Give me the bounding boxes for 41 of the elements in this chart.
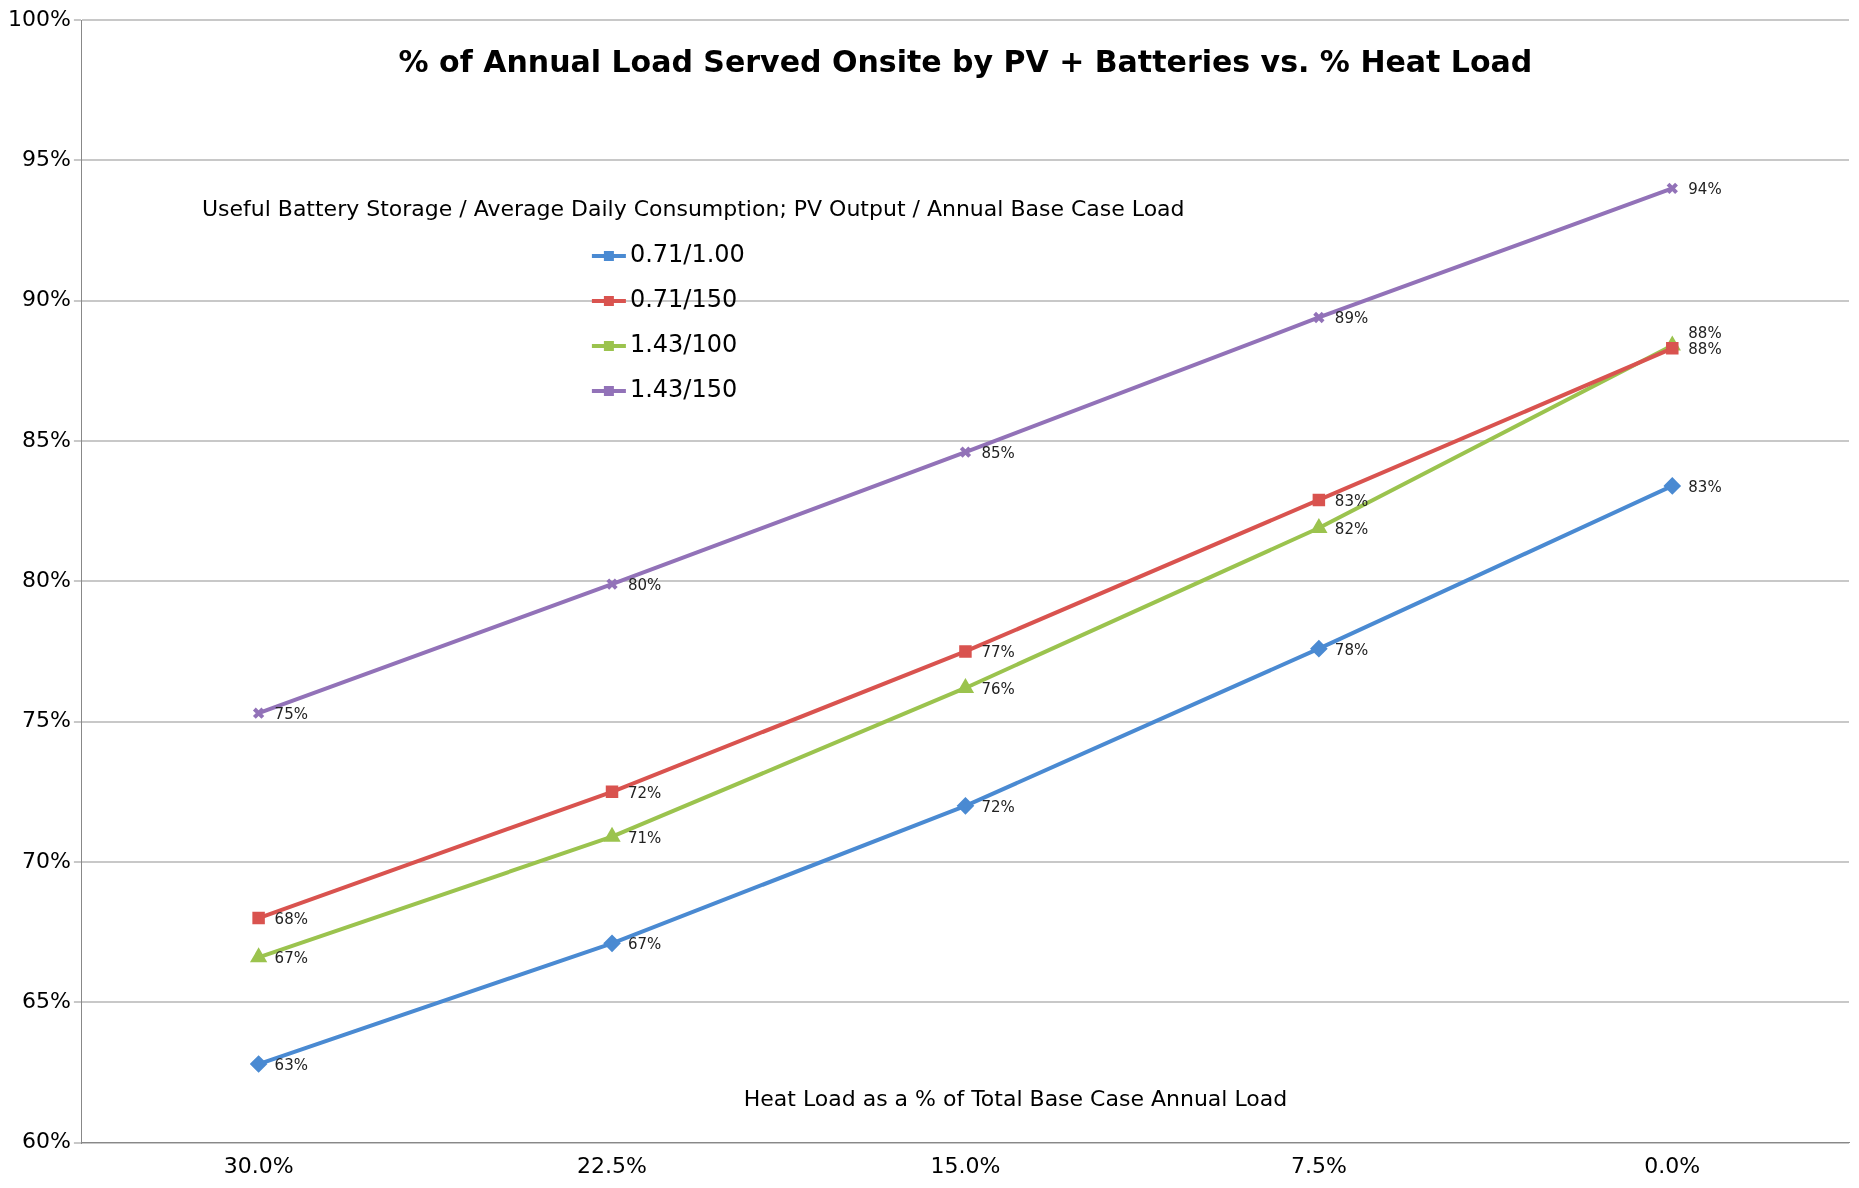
x-tick-label: 7.5% (1290, 1152, 1347, 1178)
data-label: 88% (1688, 324, 1722, 343)
data-label: 72% (628, 783, 662, 802)
x-tick-label: 15.0% (930, 1152, 1001, 1178)
data-label: 85% (981, 444, 1015, 463)
x-tick-label: 0.0% (1644, 1152, 1701, 1178)
data-label: 77% (981, 643, 1015, 662)
legend-title: Useful Battery Storage / Average Daily Consumption; PV Output / Annual Base Case Load (201, 195, 1185, 221)
legend-label: 1.43/100 (629, 330, 738, 359)
data-label: 88% (1688, 340, 1722, 359)
y-tick-label: 90% (21, 286, 71, 312)
y-tick-label: 60% (21, 1128, 71, 1154)
data-label: 83% (1688, 477, 1722, 496)
y-tick-label: 65% (21, 987, 71, 1013)
y-tick-label: 70% (21, 847, 71, 873)
legend-label: 0.71/150 (629, 285, 738, 314)
data-label: 75% (274, 705, 308, 724)
y-tick-label: 100% (7, 5, 71, 31)
legend-label: 0.71/1.00 (629, 240, 745, 269)
data-label: 71% (628, 828, 662, 847)
data-label: 78% (1334, 640, 1369, 659)
data-label: 63% (274, 1055, 308, 1074)
data-label: 68% (274, 909, 308, 928)
y-tick-label: 75% (21, 707, 71, 733)
y-tick-label: 95% (21, 146, 71, 172)
data-label: 76% (981, 679, 1015, 698)
y-tick-label: 80% (21, 567, 71, 593)
data-label: 80% (628, 576, 662, 594)
data-label: 67% (628, 935, 662, 954)
data-label: 89% (1334, 309, 1369, 328)
x-tick-label: 30.0% (223, 1152, 294, 1178)
data-label: 82% (1334, 519, 1369, 538)
x-tick-label: 22.5% (577, 1152, 647, 1178)
data-label: 94% (1688, 180, 1722, 199)
text: % of Annual Load Served Onsite by PV + Batteries vs. % Heat Load (398, 43, 1533, 79)
y-tick-label: 85% (21, 426, 71, 452)
data-label: 72% (981, 797, 1015, 816)
legend-label: 1.43/150 (629, 375, 738, 404)
data-label: 83% (1334, 491, 1369, 510)
x-axis-title: Heat Load as a % of Total Base Case Annual Load (743, 1086, 1288, 1112)
data-label: 67% (274, 949, 308, 968)
